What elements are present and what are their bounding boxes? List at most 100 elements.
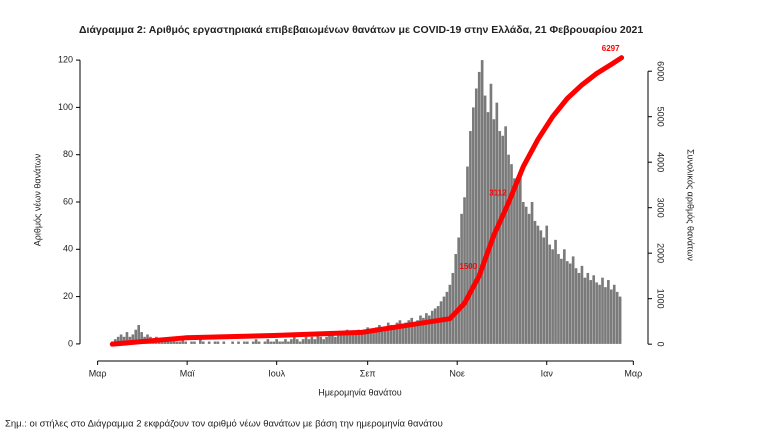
bar xyxy=(548,244,551,344)
bar xyxy=(116,336,120,344)
x-axis-label: Ημερομηνία θανάτου xyxy=(318,387,402,397)
y-tick-label: 60 xyxy=(63,196,73,206)
bar xyxy=(386,322,390,344)
bar xyxy=(266,339,270,344)
bar xyxy=(516,183,519,344)
bar xyxy=(395,322,399,344)
bar xyxy=(419,315,422,344)
bar xyxy=(345,329,349,344)
point-label: 1500 xyxy=(459,262,477,271)
bar xyxy=(422,317,425,344)
bar xyxy=(278,341,281,344)
bar xyxy=(310,336,314,344)
bar xyxy=(592,275,596,344)
bar xyxy=(401,324,405,344)
bar xyxy=(378,324,381,344)
bar xyxy=(369,329,372,344)
bar xyxy=(304,336,308,344)
bar xyxy=(222,341,226,344)
bar xyxy=(251,341,255,344)
bar xyxy=(410,317,414,344)
bar xyxy=(542,237,546,344)
y-tick-label: 20 xyxy=(63,291,73,301)
y2-tick-label: 4000 xyxy=(656,152,666,172)
bar xyxy=(184,341,187,344)
bar xyxy=(331,332,334,344)
bar xyxy=(263,341,267,344)
bar xyxy=(237,341,240,344)
bar xyxy=(463,197,466,344)
bar xyxy=(577,272,581,344)
bar xyxy=(454,254,458,344)
bar xyxy=(486,112,490,344)
bar xyxy=(313,339,317,344)
bar xyxy=(190,341,193,344)
bar xyxy=(404,322,408,344)
bar xyxy=(425,313,428,344)
bar xyxy=(507,154,510,344)
bar xyxy=(427,315,431,344)
bar xyxy=(213,341,217,344)
bar xyxy=(372,332,375,344)
bar xyxy=(137,324,141,344)
bar xyxy=(483,95,487,344)
y-tick-label: 40 xyxy=(63,244,73,254)
y-tick-label: 80 xyxy=(63,149,73,159)
bar xyxy=(477,71,481,344)
x-tick-label: Μαρ xyxy=(89,368,107,378)
bar xyxy=(389,324,393,344)
bar xyxy=(407,320,411,344)
bar xyxy=(172,339,176,344)
bar xyxy=(615,291,619,344)
bar xyxy=(351,334,355,344)
bar xyxy=(474,88,478,344)
bar xyxy=(383,327,387,344)
point-label: 6297 xyxy=(602,44,620,53)
bar xyxy=(530,202,534,344)
bar xyxy=(604,287,607,344)
bar xyxy=(254,339,258,344)
bar xyxy=(560,258,563,344)
bar xyxy=(618,296,622,344)
bar xyxy=(363,329,367,344)
bar xyxy=(169,341,173,344)
bar xyxy=(245,341,249,344)
bar xyxy=(163,341,167,344)
bar xyxy=(583,277,587,344)
bar xyxy=(436,306,440,344)
bar xyxy=(545,225,549,344)
bar xyxy=(433,308,437,344)
bar xyxy=(469,131,472,344)
bar xyxy=(589,280,593,344)
bar xyxy=(580,265,584,344)
bar xyxy=(536,225,540,344)
bar xyxy=(598,284,601,344)
bar xyxy=(609,289,613,344)
y-tick-label: 100 xyxy=(58,102,73,112)
y2-tick-label: 5000 xyxy=(656,107,666,127)
bar xyxy=(557,254,560,344)
bar xyxy=(416,320,419,344)
bar xyxy=(290,339,293,344)
bar xyxy=(275,339,278,344)
bar xyxy=(181,339,185,344)
y2-tick-label: 2000 xyxy=(656,243,666,263)
bar xyxy=(284,339,287,344)
bar xyxy=(595,282,598,344)
bar xyxy=(398,320,402,344)
bar xyxy=(354,332,358,344)
note: Σημ.: οι στήλες στο Διάγραμμα 2 εκφράζου… xyxy=(5,419,443,430)
bar xyxy=(316,334,320,344)
bar xyxy=(498,131,502,344)
bar xyxy=(366,327,369,344)
y-axis-label: Αριθμός νέων θανάτων xyxy=(32,153,42,246)
x-tick-label: Νοε xyxy=(449,368,465,378)
bar xyxy=(501,135,505,344)
y2-tick-label: 6000 xyxy=(656,61,666,81)
bar xyxy=(269,341,273,344)
bar xyxy=(348,332,352,344)
bar xyxy=(336,334,340,344)
bar xyxy=(193,341,196,344)
